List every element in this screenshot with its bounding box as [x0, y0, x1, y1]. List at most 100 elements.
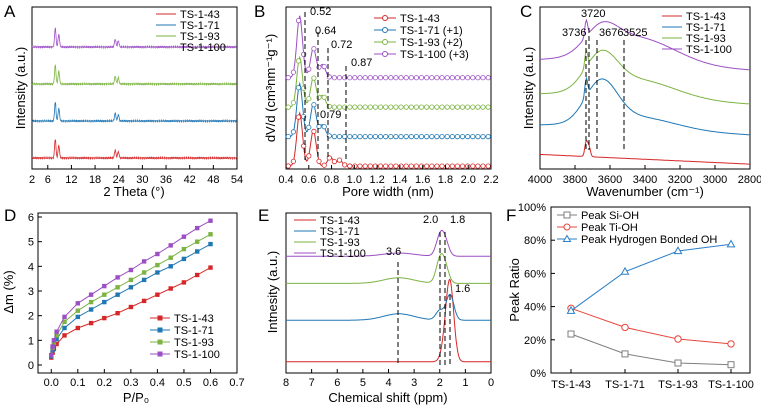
panel-d: D 0 1 2 3 4 5 6 0.0 0.1 0.2 0.3 0.4 0.5 …: [1, 206, 245, 405]
ftir-spectrum-TS-1-93: [540, 48, 751, 105]
data-point: [352, 134, 358, 140]
panel-a-xtick: 2: [29, 174, 35, 186]
data-point: [470, 163, 476, 169]
nmr-spectrum-TS-1-93: [286, 253, 491, 284]
panel-b-peak-markers: [304, 12, 347, 160]
data-point: [465, 75, 471, 81]
data-point: [403, 104, 409, 110]
data-point: [621, 350, 629, 358]
panel-b-xtick: 2.2: [483, 174, 498, 186]
data-point: [485, 134, 491, 140]
ftir-spectrum-TS-1-100: [540, 18, 750, 71]
legend-marker: [382, 51, 388, 57]
legend-label: TS-1-93: [174, 337, 214, 349]
data-point: [372, 134, 378, 140]
data-point: [429, 104, 435, 110]
legend-marker: [382, 27, 388, 33]
data-point: [480, 104, 486, 110]
data-point: [480, 163, 486, 169]
data-point: [285, 75, 291, 81]
panel-f-ytick: 40%: [524, 302, 546, 314]
data-point: [115, 292, 120, 297]
data-point: [347, 104, 353, 110]
data-point: [155, 251, 160, 257]
data-point: [336, 157, 343, 163]
panel-c-xtick: 3200: [668, 174, 692, 186]
panel-d-letter: D: [4, 206, 16, 225]
data-point: [398, 134, 404, 140]
legend-label: TS-1-71: [320, 226, 360, 238]
data-point: [408, 134, 414, 140]
data-point: [383, 163, 389, 169]
data-point: [470, 134, 476, 140]
panel-f-ytick: 60%: [524, 268, 546, 280]
annotation: 0.52: [310, 6, 331, 18]
xrd-pattern-TS-1-93: [31, 64, 237, 87]
panel-e-xtick: 6: [334, 377, 340, 389]
data-point: [413, 75, 419, 81]
data-point: [408, 75, 414, 81]
data-point: [115, 285, 120, 290]
data-point: [336, 104, 343, 110]
data-point: [306, 66, 312, 72]
data-point: [347, 163, 353, 169]
data-point: [620, 266, 630, 275]
panel-a-xtick: 42: [184, 174, 196, 186]
data-point: [424, 75, 430, 81]
data-point: [295, 85, 302, 91]
pore-dist-TS-1-93: [286, 55, 491, 108]
legend-label: TS-1-43: [400, 13, 440, 25]
panel-f-xtick: TS-1-43: [551, 379, 591, 391]
data-point: [155, 270, 160, 275]
annotation: 0.64: [315, 25, 336, 37]
panel-e-letter: E: [258, 206, 269, 225]
data-point: [377, 104, 384, 110]
panel-b-xtick: 1.4: [392, 174, 407, 186]
data-point: [102, 283, 107, 289]
data-point: [75, 301, 80, 306]
panel-a-xtick: 18: [89, 174, 101, 186]
xrd-pattern-TS-1-43: [31, 139, 237, 161]
data-point: [393, 134, 399, 140]
annotation: 0.79: [320, 109, 341, 121]
xrd-pattern-TS-1-100: [31, 27, 237, 50]
legend-label: TS-1-100: [686, 44, 732, 56]
data-point: [454, 104, 460, 110]
data-point: [168, 264, 173, 269]
data-point: [621, 323, 629, 332]
annotation: 3525: [623, 27, 647, 39]
panel-f-ytick: 80%: [524, 235, 546, 247]
annotation: 0.72: [331, 39, 352, 51]
panel-a-ylabel: Intensity (a.u.): [13, 47, 28, 129]
data-point: [377, 75, 384, 81]
panel-b-xtick: 0.4: [278, 174, 293, 186]
panel-c-xtick: 3000: [703, 174, 727, 186]
data-point: [51, 338, 57, 343]
nmr-spectrum-TS-1-71: [286, 293, 491, 321]
panel-d-ytick: 2: [28, 311, 34, 323]
data-point: [727, 361, 735, 369]
data-point: [424, 104, 430, 110]
panel-f-legend: Peak Si-OH Peak Ti-OH Peak Hydrogen Bond…: [557, 210, 717, 246]
legend-label: TS-1-43: [174, 313, 214, 325]
panel-d-frame: [37, 212, 238, 374]
data-point: [316, 94, 322, 101]
panel-c-peak-markers: [585, 28, 625, 150]
data-point: [181, 234, 187, 239]
data-point: [321, 162, 327, 168]
data-point: [424, 134, 430, 140]
data-point: [434, 104, 440, 110]
data-point: [195, 272, 200, 278]
data-point: [377, 163, 384, 169]
data-point: [290, 69, 296, 75]
data-point: [403, 134, 409, 140]
legend-marker: [562, 234, 572, 242]
data-point: [342, 162, 348, 168]
data-point: [51, 340, 57, 345]
panel-a-xtick: 54: [231, 174, 243, 186]
data-point: [208, 232, 213, 237]
data-point: [181, 280, 187, 285]
data-point: [485, 75, 491, 81]
data-point: [372, 104, 378, 110]
data-point: [439, 75, 445, 81]
